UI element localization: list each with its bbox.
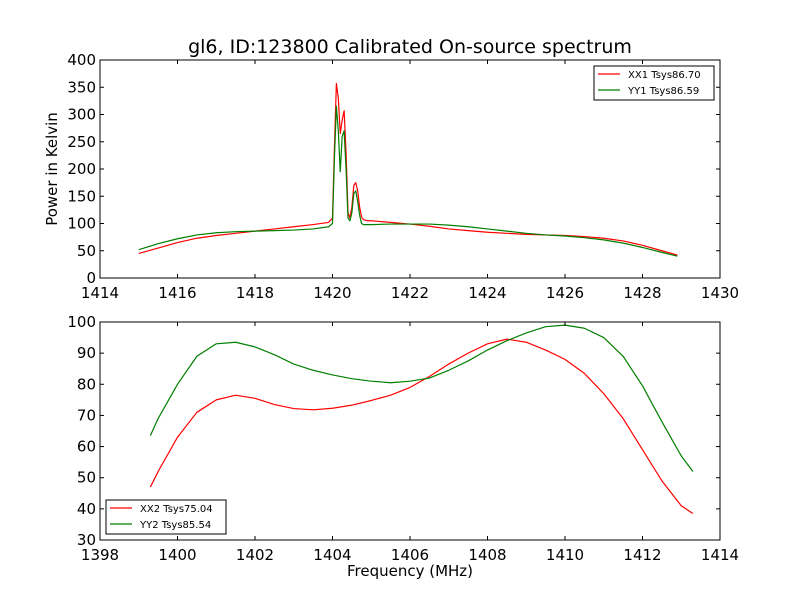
top-panel-y-tick-label: 350 [67,78,96,96]
legend-label-xx2: XX2 Tsys75.04 [140,504,213,515]
top-panel-x-tick-label: 1418 [236,284,274,302]
bottom-panel-y-tick-label: 50 [77,469,96,487]
bottom-panel-series [149,324,694,515]
bottom-panel-y-tick-label: 70 [77,406,96,424]
top-panel-series-line-2 [138,105,678,257]
bottom-panel-x-tick-label: 1414 [701,546,739,564]
bottom-panel: 1398 1400 1402 1404 1406 1408 1410 1412 1414 30 40… [67,313,739,580]
top-panel-legend: XX1 Tsys86.70 YY1 Tsys86.59 [593,65,715,101]
top-panel-x-tick-label: 1430 [701,284,739,302]
top-panel-y-tick-label: 100 [67,215,96,233]
bottom-panel-x-axis-title: Frequency (MHz) [347,562,473,580]
top-panel-series-line-1 [138,82,678,256]
top-panel-x-tick-label: 1422 [391,284,429,302]
top-panel-y-tick-label: 50 [77,242,96,260]
bottom-panel-y-tick-label: 90 [77,344,96,362]
bottom-panel-x-tick-label: 1410 [546,546,584,564]
bottom-panel-y-tick-label: 80 [77,375,96,393]
top-panel-y-tick-label: 400 [67,51,96,69]
bottom-panel-series-line-2 [149,324,694,472]
bottom-panel-series-line-1 [149,338,694,515]
top-panel-ticks: 1414 1416 1418 1420 1422 1424 1426 1428 1430 0 50 1… [67,51,739,302]
bottom-panel-y-tick-label: 30 [77,531,96,549]
legend-label-xx1: XX1 Tsys86.70 [628,70,701,81]
top-panel-y-tick-label: 0 [86,269,96,287]
top-panel-y-tick-label: 150 [67,187,96,205]
top-panel-x-tick-label: 1424 [468,284,506,302]
top-panel-y-axis-title: Power in Kelvin [43,112,61,226]
bottom-panel-x-tick-label: 1408 [468,546,506,564]
bottom-panel-legend: XX2 Tsys75.04 YY2 Tsys85.54 [105,499,227,535]
bottom-panel-x-tick-label: 1406 [391,546,429,564]
chart-title: gl6, ID:123800 Calibrated On-source spec… [188,36,632,58]
top-panel-series [138,82,678,257]
bottom-panel-x-tick-label: 1412 [623,546,661,564]
top-panel: 1414 1416 1418 1420 1422 1424 1426 1428 1430 0 50 1… [43,51,739,302]
legend-label-yy1: YY1 Tsys86.59 [627,86,699,97]
bottom-panel-x-tick-label: 1400 [158,546,196,564]
top-panel-y-tick-label: 250 [67,133,96,151]
top-panel-x-tick-label: 1420 [313,284,351,302]
top-panel-x-tick-label: 1428 [623,284,661,302]
legend-label-yy2: YY2 Tsys85.54 [139,520,211,531]
bottom-panel-x-tick-label: 1402 [236,546,274,564]
bottom-panel-y-tick-label: 60 [77,438,96,456]
top-panel-x-tick-label: 1426 [546,284,584,302]
top-panel-x-tick-label: 1414 [81,284,119,302]
bottom-panel-x-tick-label: 1398 [81,546,119,564]
bottom-panel-legend-box [105,499,227,535]
top-panel-y-tick-label: 300 [67,106,96,124]
bottom-panel-ticks: 1398 1400 1402 1404 1406 1408 1410 1412 1414 30 40… [67,313,739,564]
bottom-panel-y-tick-label: 100 [67,313,96,331]
top-panel-legend-box [593,65,715,101]
top-panel-x-tick-label: 1416 [158,284,196,302]
top-panel-y-tick-label: 200 [67,160,96,178]
bottom-panel-y-tick-label: 40 [77,500,96,518]
bottom-panel-x-tick-label: 1404 [313,546,351,564]
